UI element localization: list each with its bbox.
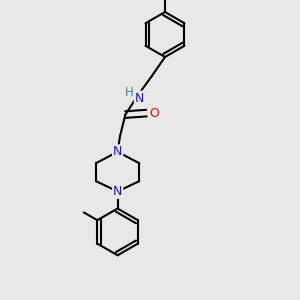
Text: O: O <box>149 106 159 120</box>
Text: H: H <box>124 86 134 99</box>
Text: N: N <box>135 92 144 105</box>
Text: N: N <box>113 145 122 158</box>
Text: N: N <box>113 185 122 198</box>
